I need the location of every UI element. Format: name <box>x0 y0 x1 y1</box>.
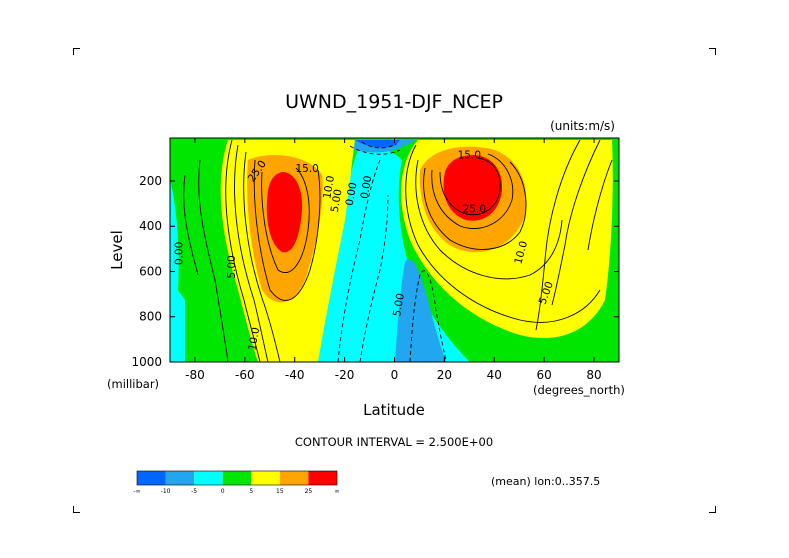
y-tick-label: 200 <box>139 174 162 188</box>
x-tick-label: 20 <box>437 368 452 382</box>
contour-label: 5.00 <box>329 188 345 213</box>
contour-label: 10.0 <box>512 240 530 266</box>
chart-title: UWND_1951-DJF_NCEP <box>285 91 503 113</box>
contour-label: 10.0 <box>321 175 337 200</box>
colorbar-tick-label: -∞ <box>133 488 140 495</box>
colorbar-swatch <box>137 471 166 485</box>
y-tick-label: 800 <box>139 310 162 324</box>
x-tick-label: 0 <box>391 368 399 382</box>
colorbar-tick-label: 25 <box>305 488 313 495</box>
mean-note: (mean) lon:0..357.5 <box>491 475 600 488</box>
corner-mark-bottom-left <box>73 506 80 513</box>
x-ticks: -80 -60 -40 -20 0 20 40 60 80 <box>185 138 602 382</box>
corner-mark-top-left <box>73 48 80 55</box>
field-blue-tropics-lower <box>395 259 446 362</box>
colorbar-swatch <box>279 471 309 485</box>
colorbar-swatch <box>165 471 195 485</box>
colorbar-tick-label: 5 <box>249 488 253 495</box>
colorbar-swatch <box>251 471 280 485</box>
x-tick-label: -20 <box>335 368 355 382</box>
colorbar-tick-label: 15 <box>276 488 284 495</box>
corner-mark-bottom-right <box>709 506 716 513</box>
contour-label: 15.0 <box>458 149 481 161</box>
colorbar-tick-label: 0 <box>221 488 225 495</box>
contour-label: 5.00 <box>391 292 407 317</box>
contour-interval-text: CONTOUR INTERVAL = 2.500E+00 <box>295 435 493 449</box>
y-ticks: 200 400 600 800 1000 <box>131 174 619 369</box>
y-tick-label: 600 <box>139 264 162 278</box>
contour-label: 15.0 <box>295 163 318 175</box>
x-tick-label: 40 <box>487 368 502 382</box>
contour-lines-dashed <box>337 141 447 362</box>
colorbar-tick-label: -10 <box>161 488 171 495</box>
colorbar-tick-label: ∞ <box>335 488 340 495</box>
contour-lines <box>183 139 613 362</box>
x-tick-label: -40 <box>285 368 305 382</box>
y-tick-label: 1000 <box>131 355 162 369</box>
field-darkblue-upper <box>355 140 400 148</box>
contour-label: 0.00 <box>359 175 375 200</box>
colorbar: -∞ -10 -5 0 5 15 25 ∞ <box>133 470 340 495</box>
colorbar-frame <box>136 470 338 486</box>
y-unit-label: (millibar) <box>107 377 159 391</box>
contour-label: 5.00 <box>226 255 238 278</box>
x-tick-label: 60 <box>537 368 552 382</box>
plot-area <box>170 138 619 362</box>
y-axis-label: Level <box>108 230 126 270</box>
contour-label: 0.00 <box>173 242 185 265</box>
field-red-nh-jet <box>443 155 503 221</box>
corner-mark-top-right <box>709 48 716 55</box>
colorbar-swatch <box>308 471 337 485</box>
x-tick-label: 80 <box>586 368 601 382</box>
field-red-sh-jet <box>266 172 303 253</box>
x-axis-label: Latitude <box>363 401 425 419</box>
x-tick-label: -80 <box>185 368 205 382</box>
colorbar-tick-label: -5 <box>191 488 197 495</box>
y-tick-label: 400 <box>139 219 162 233</box>
colorbar-swatch <box>222 471 252 485</box>
contour-label: 25.0 <box>463 204 486 216</box>
contour-label: 10.0 <box>246 326 262 351</box>
contour-label: 0.00 <box>344 181 360 206</box>
units-note: (units:m/s) <box>550 119 615 133</box>
x-tick-label: -60 <box>235 368 255 382</box>
colorbar-swatch <box>194 471 223 485</box>
x-unit-label: (degrees_north) <box>533 383 625 397</box>
